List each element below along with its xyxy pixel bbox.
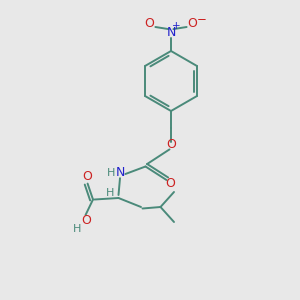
Text: O: O bbox=[166, 138, 176, 152]
Text: O: O bbox=[81, 214, 91, 227]
Text: O: O bbox=[145, 17, 154, 31]
Text: N: N bbox=[115, 166, 125, 179]
Text: O: O bbox=[83, 170, 92, 183]
Text: H: H bbox=[106, 188, 114, 198]
Text: −: − bbox=[197, 13, 206, 26]
Text: N: N bbox=[166, 26, 176, 40]
Text: +: + bbox=[172, 21, 181, 31]
Text: H: H bbox=[107, 168, 115, 178]
Text: O: O bbox=[166, 177, 175, 190]
Text: O: O bbox=[187, 17, 197, 31]
Text: H: H bbox=[73, 224, 81, 234]
